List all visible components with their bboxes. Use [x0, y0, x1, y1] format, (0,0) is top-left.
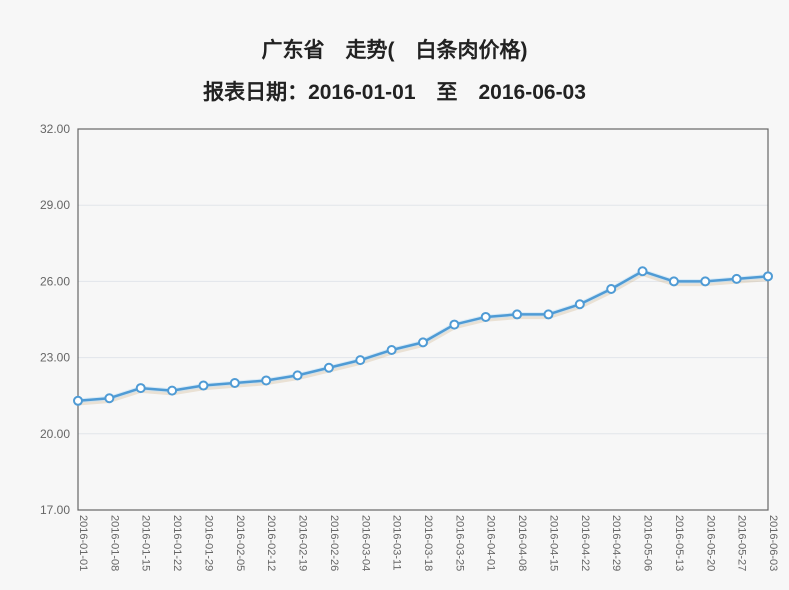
svg-text:2016-01-08: 2016-01-08: [108, 515, 120, 571]
svg-text:2016-05-13: 2016-05-13: [673, 515, 685, 571]
svg-text:2016-02-05: 2016-02-05: [234, 515, 246, 571]
svg-text:2016-01-01: 2016-01-01: [77, 515, 89, 571]
svg-text:29.00: 29.00: [40, 198, 70, 212]
svg-text:2016-01-15: 2016-01-15: [140, 515, 152, 571]
svg-text:2016-01-29: 2016-01-29: [202, 515, 214, 571]
svg-text:2016-03-11: 2016-03-11: [391, 515, 403, 570]
svg-text:2016-04-08: 2016-04-08: [516, 515, 528, 571]
svg-text:2016-03-25: 2016-03-25: [453, 515, 465, 571]
svg-text:2016-04-29: 2016-04-29: [610, 515, 622, 571]
svg-text:2016-04-22: 2016-04-22: [579, 515, 591, 571]
svg-text:2016-05-27: 2016-05-27: [736, 515, 748, 571]
svg-text:32.00: 32.00: [40, 122, 70, 136]
svg-text:2016-02-19: 2016-02-19: [297, 515, 309, 571]
svg-text:2016-04-15: 2016-04-15: [547, 515, 559, 571]
svg-text:26.00: 26.00: [40, 274, 70, 288]
svg-text:2016-03-18: 2016-03-18: [422, 515, 434, 571]
svg-text:23.00: 23.00: [40, 351, 70, 365]
svg-text:20.00: 20.00: [40, 427, 70, 441]
svg-text:2016-05-20: 2016-05-20: [704, 515, 716, 571]
svg-text:2016-03-04: 2016-03-04: [359, 515, 371, 571]
svg-text:17.00: 17.00: [40, 503, 70, 517]
svg-text:2016-06-03: 2016-06-03: [767, 515, 779, 571]
svg-text:2016-02-26: 2016-02-26: [328, 515, 340, 571]
svg-text:2016-02-12: 2016-02-12: [265, 515, 277, 571]
svg-text:2016-05-06: 2016-05-06: [642, 515, 654, 571]
svg-text:2016-01-22: 2016-01-22: [171, 515, 183, 571]
svg-text:2016-04-01: 2016-04-01: [485, 515, 497, 571]
